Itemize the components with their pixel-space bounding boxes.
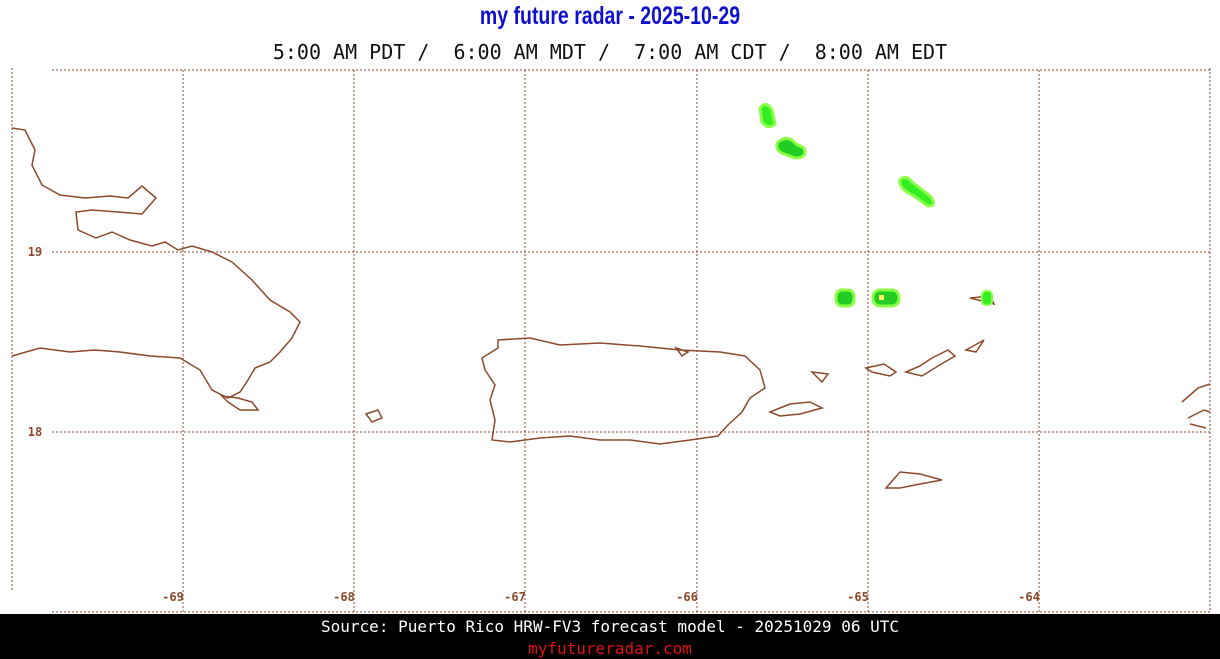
source-text: Source: Puerto Rico HRW-FV3 forecast mod… xyxy=(321,617,899,636)
longitude-label: -67 xyxy=(504,590,526,604)
site-link[interactable]: myfutureradar.com xyxy=(528,639,692,658)
radar-echoes xyxy=(758,103,993,308)
latitude-label: 19 xyxy=(28,245,42,259)
longitude-label: -64 xyxy=(1018,590,1040,604)
longitude-label: -65 xyxy=(847,590,869,604)
map-grid xyxy=(11,68,1211,613)
time-zones: 5:00 AM PDT / 6:00 AM MDT / 7:00 AM CDT … xyxy=(272,40,948,64)
latitude-label: 18 xyxy=(28,425,42,439)
longitude-label: -68 xyxy=(333,590,355,604)
radar-map: -69 -68 -67 -66 -65 -64 19 18 xyxy=(11,68,1211,613)
coastlines xyxy=(11,127,1211,489)
title: my future radar - 2025-10-29 xyxy=(479,2,741,30)
footer: Source: Puerto Rico HRW-FV3 forecast mod… xyxy=(0,614,1220,659)
longitude-label: -66 xyxy=(676,590,698,604)
longitude-label: -69 xyxy=(162,590,184,604)
